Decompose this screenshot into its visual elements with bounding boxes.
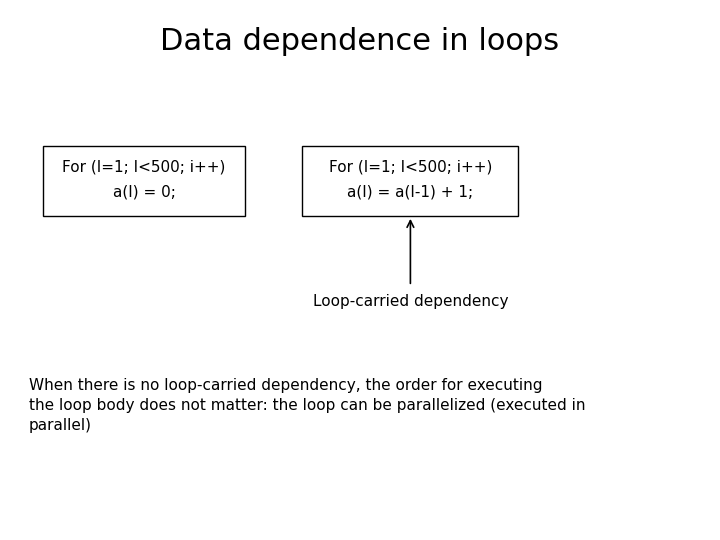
- Text: a(I) = a(I-1) + 1;: a(I) = a(I-1) + 1;: [347, 184, 474, 199]
- Text: a(I) = 0;: a(I) = 0;: [112, 184, 176, 199]
- Text: For (I=1; I<500; i++): For (I=1; I<500; i++): [329, 160, 492, 175]
- FancyBboxPatch shape: [43, 146, 245, 216]
- Text: Loop-carried dependency: Loop-carried dependency: [312, 294, 508, 309]
- FancyBboxPatch shape: [302, 146, 518, 216]
- Text: For (I=1; I<500; i++): For (I=1; I<500; i++): [63, 160, 225, 175]
- Text: When there is no loop-carried dependency, the order for executing
the loop body : When there is no loop-carried dependency…: [29, 378, 585, 433]
- Text: Data dependence in loops: Data dependence in loops: [161, 27, 559, 56]
